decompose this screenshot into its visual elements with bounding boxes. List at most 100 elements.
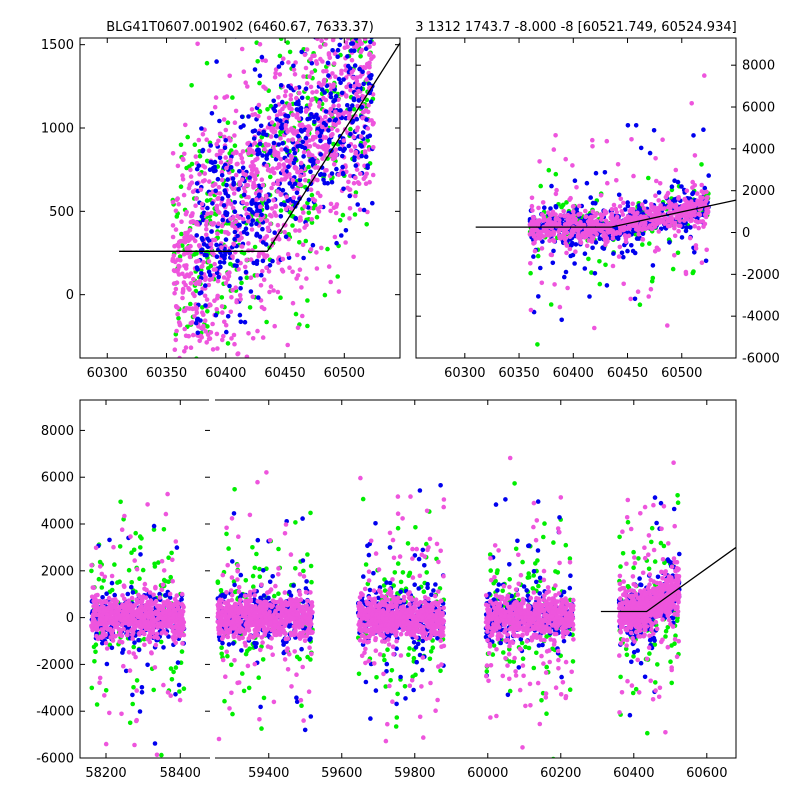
point-series-a — [315, 0, 320, 4]
point-series-a — [370, 122, 376, 127]
point-series-a — [269, 185, 274, 191]
point-series-b — [260, 226, 265, 232]
point-series-b — [304, 579, 309, 584]
point-series-a — [175, 311, 180, 317]
point-series-b — [308, 714, 314, 719]
point-series-a — [354, 167, 360, 172]
point-series-a — [209, 210, 214, 216]
point-series-a — [315, 159, 320, 165]
point-series-a — [279, 177, 284, 182]
point-series-c — [173, 385, 178, 390]
point-series-a — [217, 191, 223, 196]
point-series-a — [354, 91, 359, 97]
point-series-a — [695, 198, 700, 204]
point-series-c — [93, 642, 99, 647]
point-series-b — [298, 105, 304, 111]
point-series-b — [314, 112, 319, 118]
point-series-a — [187, 254, 193, 260]
point-series-c — [241, 688, 247, 694]
point-series-a — [219, 169, 225, 175]
point-series-b — [195, 267, 200, 272]
point-series-a — [339, 10, 344, 15]
point-series-a — [539, 246, 545, 251]
point-series-b — [197, 291, 203, 296]
point-series-c — [640, 242, 645, 247]
point-series-a — [294, 276, 299, 281]
point-series-a — [278, 136, 283, 141]
point-series-a — [204, 226, 209, 232]
point-series-a — [246, 241, 251, 246]
point-series-a — [699, 260, 705, 266]
point-series-a — [303, 65, 309, 71]
point-series-a — [134, 718, 139, 724]
point-series-a — [328, 208, 333, 214]
point-series-a — [689, 218, 694, 223]
point-series-a — [250, 160, 255, 165]
point-series-a — [208, 191, 213, 197]
point-series-a — [155, 625, 160, 630]
point-series-a — [283, 123, 289, 128]
point-series-a — [341, 5, 346, 10]
point-series-b — [276, 64, 282, 69]
point-series-a — [206, 148, 212, 153]
point-series-b — [536, 294, 541, 299]
point-series-b — [202, 252, 207, 258]
point-series-a — [171, 608, 177, 613]
point-series-b — [231, 511, 237, 516]
point-series-a — [337, 112, 342, 118]
point-series-c — [117, 544, 123, 549]
point-series-b — [195, 330, 201, 336]
point-series-c — [247, 305, 253, 310]
fit-line-top-left — [119, 42, 400, 252]
point-series-a — [346, 115, 352, 121]
point-series-a — [528, 307, 534, 313]
point-series-b — [266, 198, 272, 204]
point-series-b — [300, 516, 305, 521]
point-series-a — [605, 239, 610, 244]
point-series-a — [358, 134, 364, 139]
point-series-b — [239, 648, 244, 653]
point-series-b — [336, 76, 342, 82]
point-series-c — [244, 275, 250, 281]
point-series-a — [692, 153, 698, 158]
point-series-a — [187, 182, 193, 188]
point-series-b — [302, 727, 308, 733]
point-series-a — [256, 113, 261, 119]
point-series-c — [138, 545, 143, 550]
point-series-a — [269, 213, 274, 219]
point-series-b — [349, 41, 354, 46]
point-series-b — [230, 559, 235, 564]
point-series-a — [124, 608, 129, 614]
point-series-a — [669, 216, 675, 222]
point-series-a — [362, 38, 368, 41]
point-series-a — [693, 243, 699, 248]
point-series-a — [193, 203, 198, 208]
point-series-a — [190, 332, 196, 338]
point-series-b — [209, 111, 215, 116]
point-series-b — [241, 192, 247, 198]
point-series-a — [290, 269, 295, 275]
point-series-c — [560, 202, 566, 208]
point-series-b — [273, 133, 279, 139]
point-series-b — [259, 212, 264, 218]
point-series-a — [658, 203, 663, 208]
point-series-c — [168, 666, 174, 671]
point-series-c — [174, 214, 180, 219]
point-series-c — [691, 269, 696, 274]
point-series-a — [174, 304, 179, 310]
point-series-a — [132, 742, 137, 748]
point-series-a — [676, 228, 681, 234]
point-series-a — [219, 177, 225, 183]
point-series-b — [339, 233, 344, 238]
point-series-b — [310, 242, 316, 248]
point-series-a — [611, 202, 617, 208]
point-series-b — [322, 180, 328, 186]
point-series-a — [215, 346, 220, 351]
point-series-a — [137, 620, 142, 625]
point-series-b — [359, 153, 365, 159]
point-series-a — [182, 274, 188, 280]
point-series-c — [597, 281, 603, 287]
point-series-a — [135, 614, 141, 619]
point-series-c — [586, 256, 591, 262]
